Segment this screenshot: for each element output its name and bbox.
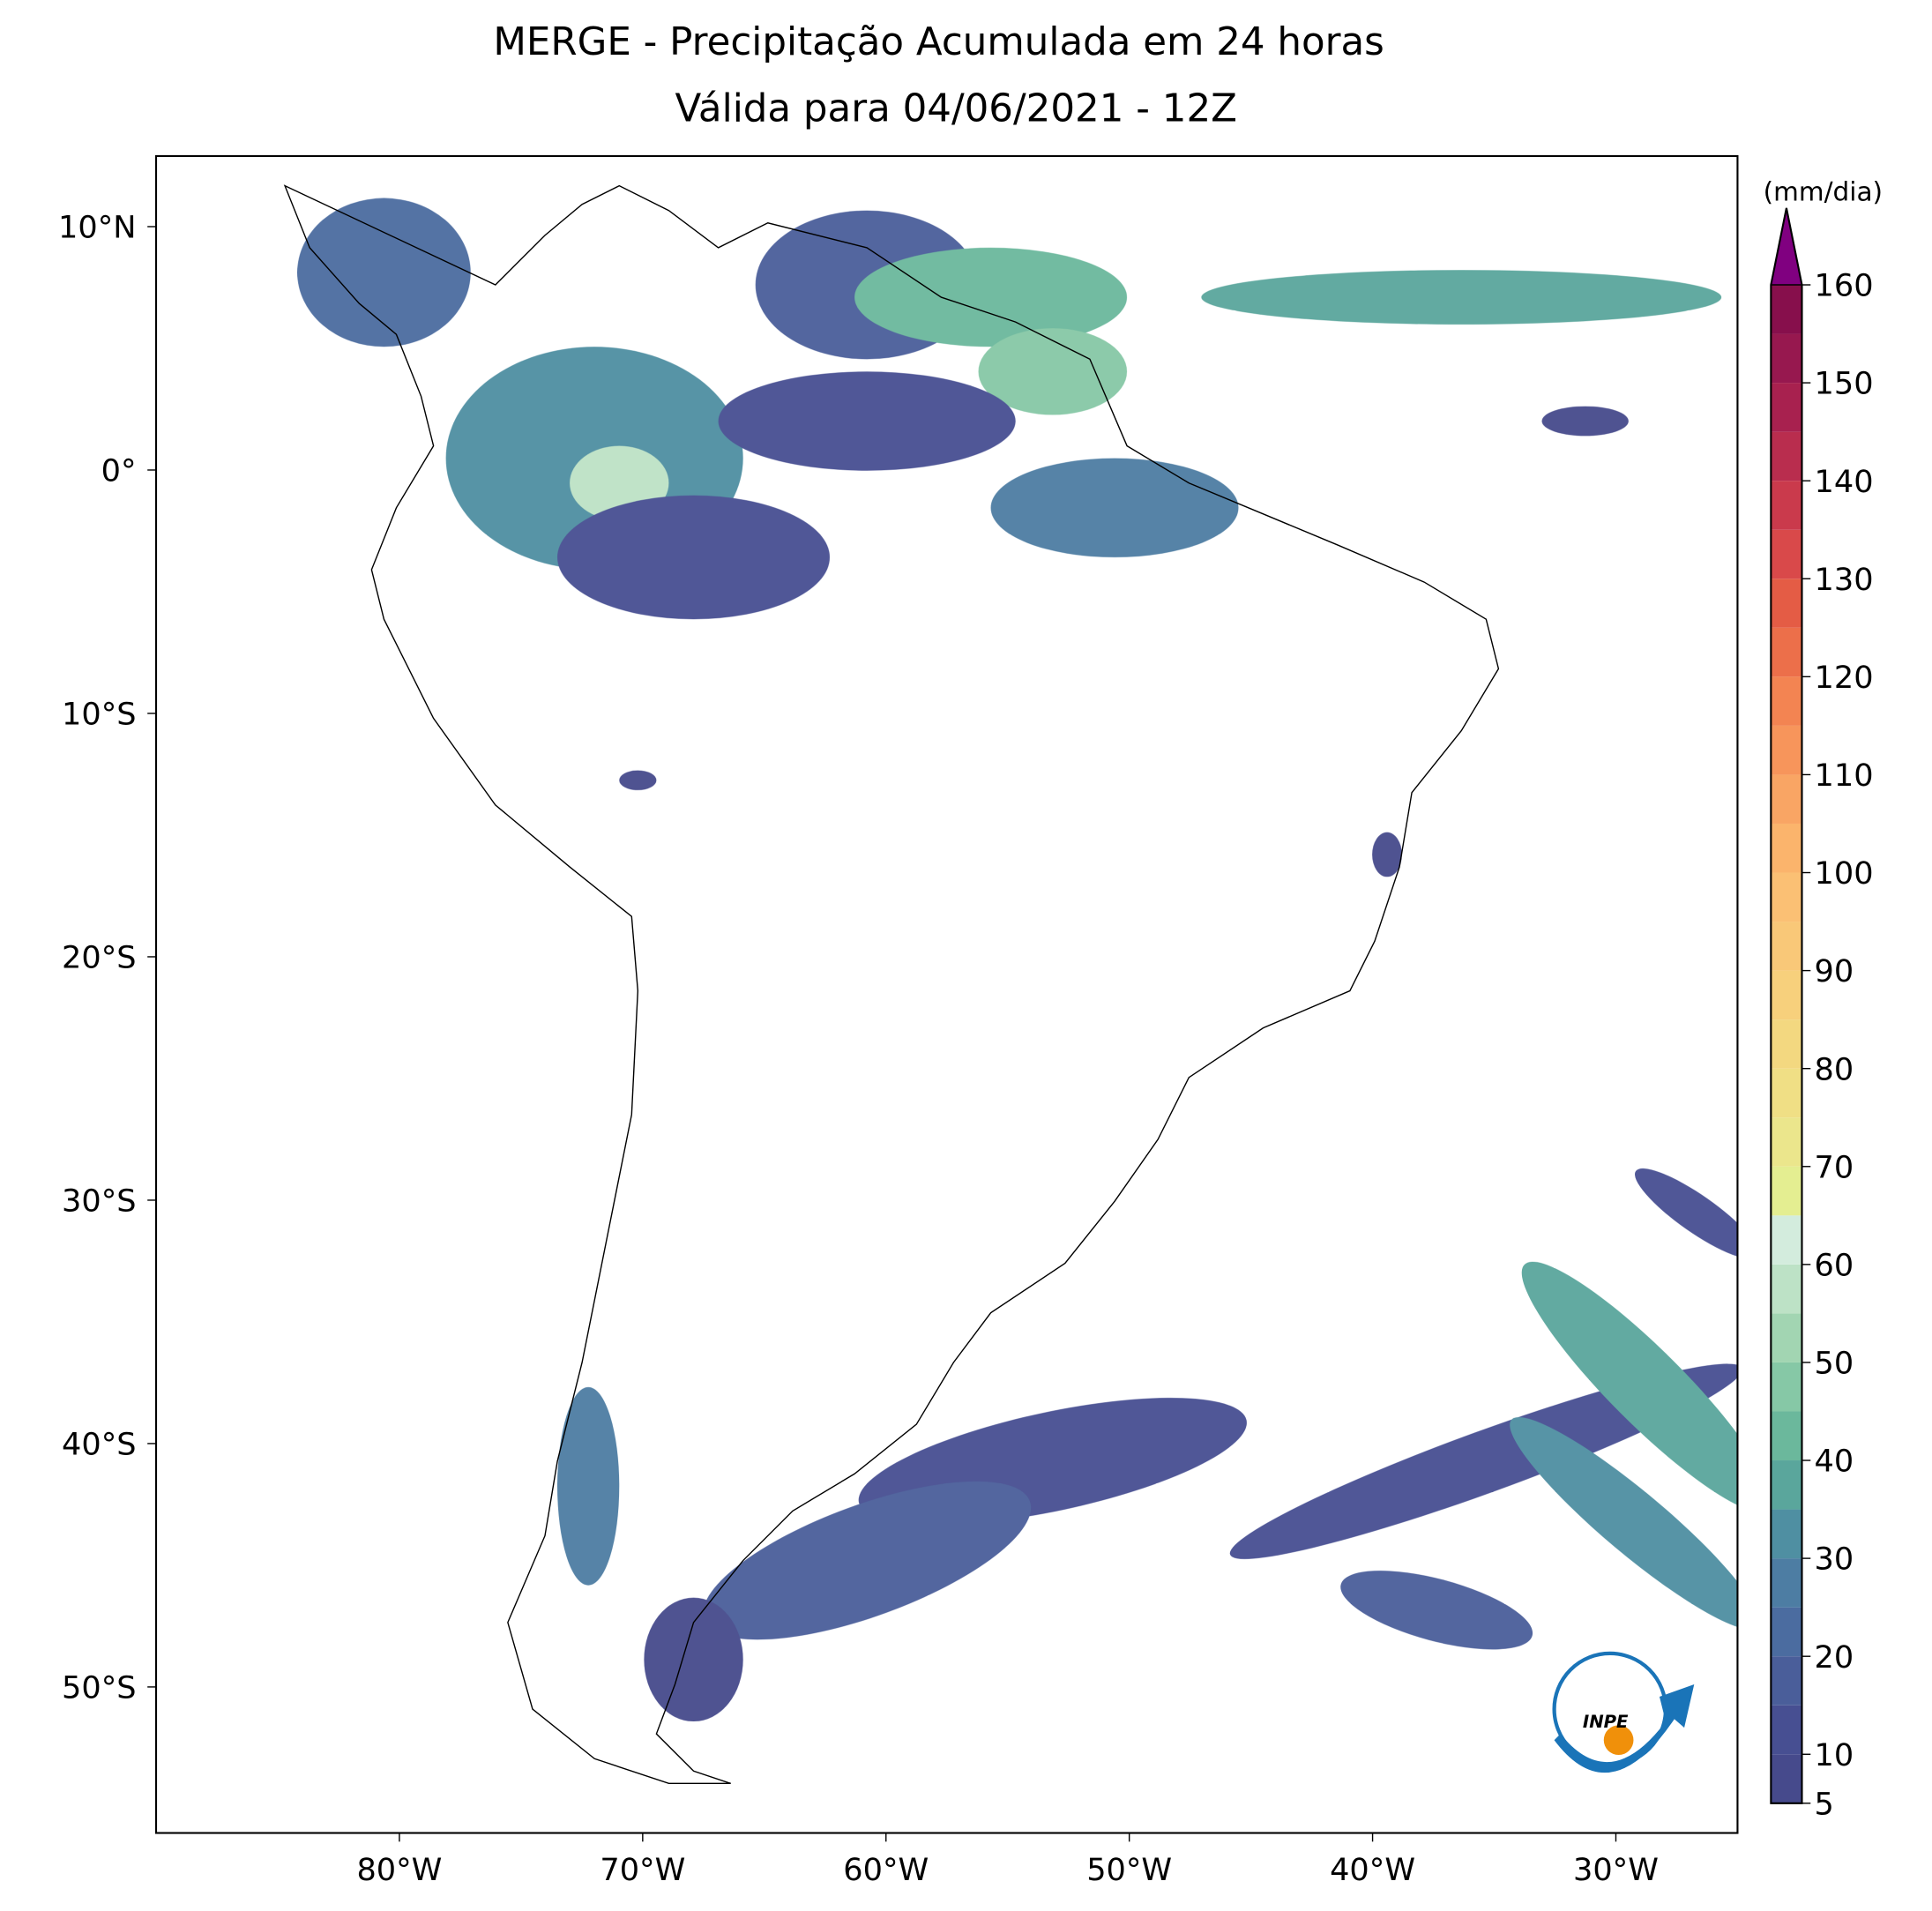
- colorbar-segment: [1771, 872, 1802, 922]
- colorbar-tick-label: 60: [1815, 1247, 1854, 1283]
- colorbar-segment: [1771, 431, 1802, 481]
- x-tick-label: 50°W: [1086, 1852, 1172, 1888]
- colorbar-segment: [1771, 1019, 1802, 1069]
- colorbar-segment: [1771, 970, 1802, 1020]
- colorbar-tick-label: 70: [1815, 1149, 1854, 1185]
- colorbar-segment: [1771, 383, 1802, 432]
- precipitation-field: [297, 198, 1738, 1722]
- colorbar-segment: [1771, 1215, 1802, 1265]
- continent-outline: [283, 184, 1500, 1785]
- colorbar-segment: [1771, 529, 1802, 579]
- colorbar-segment: [1771, 1068, 1802, 1118]
- colorbar-segment: [1771, 823, 1802, 873]
- subtitle: Válida para 04/06/2021 - 12Z: [675, 87, 1237, 131]
- colorbar-tick-label: 160: [1815, 268, 1874, 304]
- map-area: INPE: [283, 184, 1738, 1796]
- colorbar-segment: [1771, 1558, 1802, 1608]
- colorbar-segment: [1771, 1607, 1802, 1657]
- colorbar-segment: [1771, 1362, 1802, 1412]
- colorbar-segment: [1771, 1705, 1802, 1755]
- y-tick-label: 10°S: [62, 697, 137, 733]
- logo-text: INPE: [1583, 1712, 1629, 1732]
- colorbar-segment: [1771, 1117, 1802, 1167]
- colorbar-segment: [1771, 725, 1802, 775]
- colorbar-tick-label: 120: [1815, 660, 1874, 696]
- title: MERGE - Precipitação Acumulada em 24 hor…: [493, 20, 1384, 64]
- colorbar-segment: [1771, 1264, 1802, 1314]
- y-tick-label: 50°S: [62, 1670, 137, 1706]
- colorbar-segment: [1771, 1656, 1802, 1706]
- colorbar-segment: [1771, 1313, 1802, 1362]
- colorbar-segment: [1771, 1166, 1802, 1216]
- x-tick-label: 60°W: [843, 1852, 929, 1888]
- colorbar-segment: [1771, 481, 1802, 530]
- colorbar-tick-label: 50: [1815, 1346, 1854, 1382]
- colorbar-tick-label: 40: [1815, 1444, 1854, 1480]
- y-tick-label: 0°: [101, 453, 137, 489]
- colorbar-tick-label: 100: [1815, 855, 1874, 892]
- colorbar-tick-label: 80: [1815, 1051, 1854, 1087]
- colorbar-tick-label: 20: [1815, 1639, 1854, 1676]
- colorbar-tick-label: 150: [1815, 366, 1874, 402]
- y-tick-label: 10°N: [58, 210, 137, 246]
- colorbar-tick-label: 130: [1815, 562, 1874, 598]
- colorbar-label: (mm/dia): [1764, 177, 1883, 207]
- y-tick-label: 30°S: [62, 1183, 137, 1220]
- colorbar-tick-label: 140: [1815, 464, 1874, 500]
- colorbar-tick-label: 5: [1815, 1786, 1834, 1822]
- colorbar-tick-label: 30: [1815, 1541, 1854, 1578]
- colorbar-segment: [1771, 579, 1802, 628]
- y-tick-label: 20°S: [62, 940, 137, 976]
- colorbar-frame: [1770, 207, 1803, 1804]
- x-tick-label: 40°W: [1330, 1852, 1415, 1888]
- x-tick-label: 70°W: [600, 1852, 685, 1888]
- colorbar-segment: [1771, 1509, 1802, 1559]
- colorbar-tick-label: 90: [1815, 953, 1854, 989]
- colorbar-segment: [1771, 922, 1802, 971]
- map-frame: [154, 154, 1739, 1834]
- y-tick-label: 40°S: [62, 1427, 137, 1463]
- colorbar-tick-label: 110: [1815, 758, 1874, 794]
- colorbar-segment: [1771, 774, 1802, 824]
- colorbar-segment: [1771, 676, 1802, 726]
- x-tick-label: 80°W: [356, 1852, 442, 1888]
- colorbar-segment: [1771, 627, 1802, 677]
- colorbar-tick-label: 10: [1815, 1737, 1854, 1773]
- colorbar-segment: [1771, 1754, 1802, 1803]
- colorbar-segment: [1771, 1411, 1802, 1461]
- colorbar-segment: [1771, 285, 1802, 334]
- colorbar-segment: [1771, 1460, 1802, 1510]
- colorbar-segment: [1771, 333, 1802, 384]
- logo: INPE: [1548, 1622, 1722, 1796]
- colorbar-extend: [1770, 207, 1803, 286]
- x-tick-label: 30°W: [1573, 1852, 1659, 1888]
